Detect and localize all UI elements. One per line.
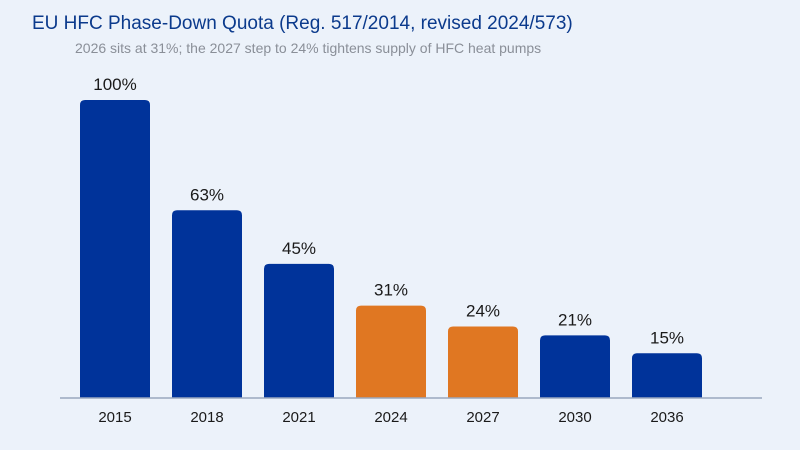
bar-2021 xyxy=(264,263,334,398)
value-label-2018: 63% xyxy=(190,185,224,204)
x-tick-labels-group: 2015 2018 2021 2024 2027 2030 2036 xyxy=(98,409,683,426)
chart-title: EU HFC Phase-Down Quota (Reg. 517/2014, … xyxy=(32,13,573,34)
value-labels-group: 100% 63% 45% 31% 24% 21% 15% xyxy=(93,75,684,347)
x-tick-2015: 2015 xyxy=(98,409,131,426)
x-tick-2024: 2024 xyxy=(374,409,407,426)
value-label-2021: 45% xyxy=(282,239,316,258)
x-tick-2030: 2030 xyxy=(558,409,591,426)
x-tick-2027: 2027 xyxy=(466,409,499,426)
bars-group xyxy=(80,100,702,398)
chart-subtitle: 2026 sits at 31%; the 2027 step to 24% t… xyxy=(75,40,542,56)
value-label-2015: 100% xyxy=(93,75,136,94)
bar-2030 xyxy=(540,335,610,398)
x-tick-2018: 2018 xyxy=(190,409,223,426)
bar-2027 xyxy=(448,326,518,398)
value-label-2030: 21% xyxy=(558,310,592,329)
bar-2036 xyxy=(632,353,702,398)
value-label-2036: 15% xyxy=(650,328,684,347)
value-label-2024: 31% xyxy=(374,281,408,300)
x-tick-2021: 2021 xyxy=(282,409,315,426)
bar-2024 xyxy=(356,305,426,398)
x-tick-2036: 2036 xyxy=(650,409,683,426)
bar-2015 xyxy=(80,100,150,398)
value-label-2027: 24% xyxy=(466,301,500,320)
bar-2018 xyxy=(172,210,242,398)
